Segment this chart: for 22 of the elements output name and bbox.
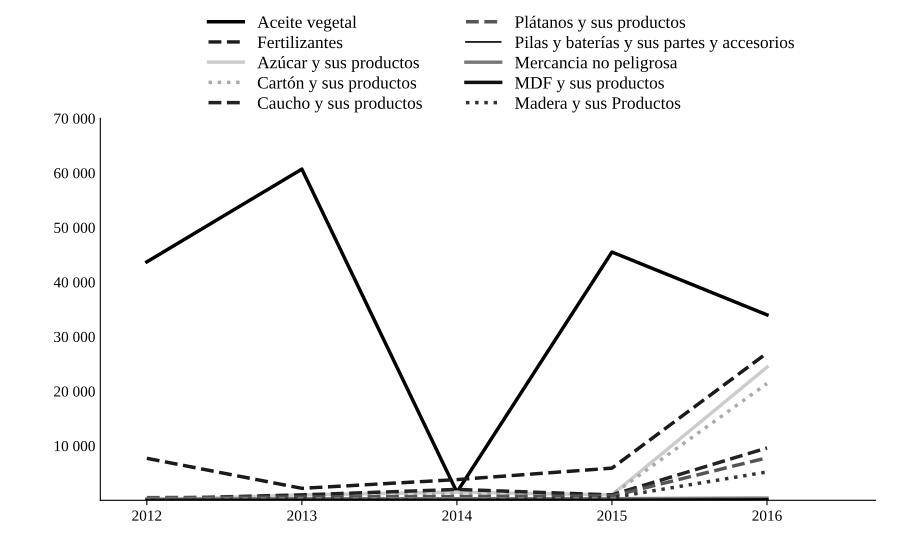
y-tick-label: 10 000	[54, 440, 95, 452]
legend-label: Pilas y baterías y sus partes y accesorios	[515, 36, 794, 52]
legend-label: Madera y sus Productos	[515, 96, 680, 112]
x-tick-label: 2013	[287, 510, 317, 521]
legend-label: Azúcar y sus productos	[257, 56, 419, 72]
y-tick-label: 70 000	[54, 114, 95, 124]
x-tick-label: 2016	[752, 510, 782, 521]
x-tick-label: 2012	[132, 510, 162, 521]
x-tick-label: 2015	[597, 510, 627, 521]
legend-label: Caucho y sus productos	[258, 96, 422, 112]
legend-label: Fertilizantes	[258, 36, 342, 48]
legend-label: MDF y sus productos	[515, 76, 664, 92]
y-tick-label: 60 000	[54, 168, 95, 178]
y-tick-label: 40 000	[54, 277, 95, 288]
x-tick-label: 2014	[442, 510, 472, 521]
legend-label: Aceite vegetal	[257, 16, 357, 32]
legend-label: Mercancia no peligrosa	[515, 56, 678, 72]
y-tick-label: 20 000	[54, 386, 95, 397]
y-tick-label: 30 000	[54, 332, 95, 342]
legend-label: Cartón y sus productos	[258, 76, 416, 92]
y-tick-label: 50 000	[54, 222, 95, 233]
legend-label: Plátanos y sus productos	[515, 16, 686, 32]
